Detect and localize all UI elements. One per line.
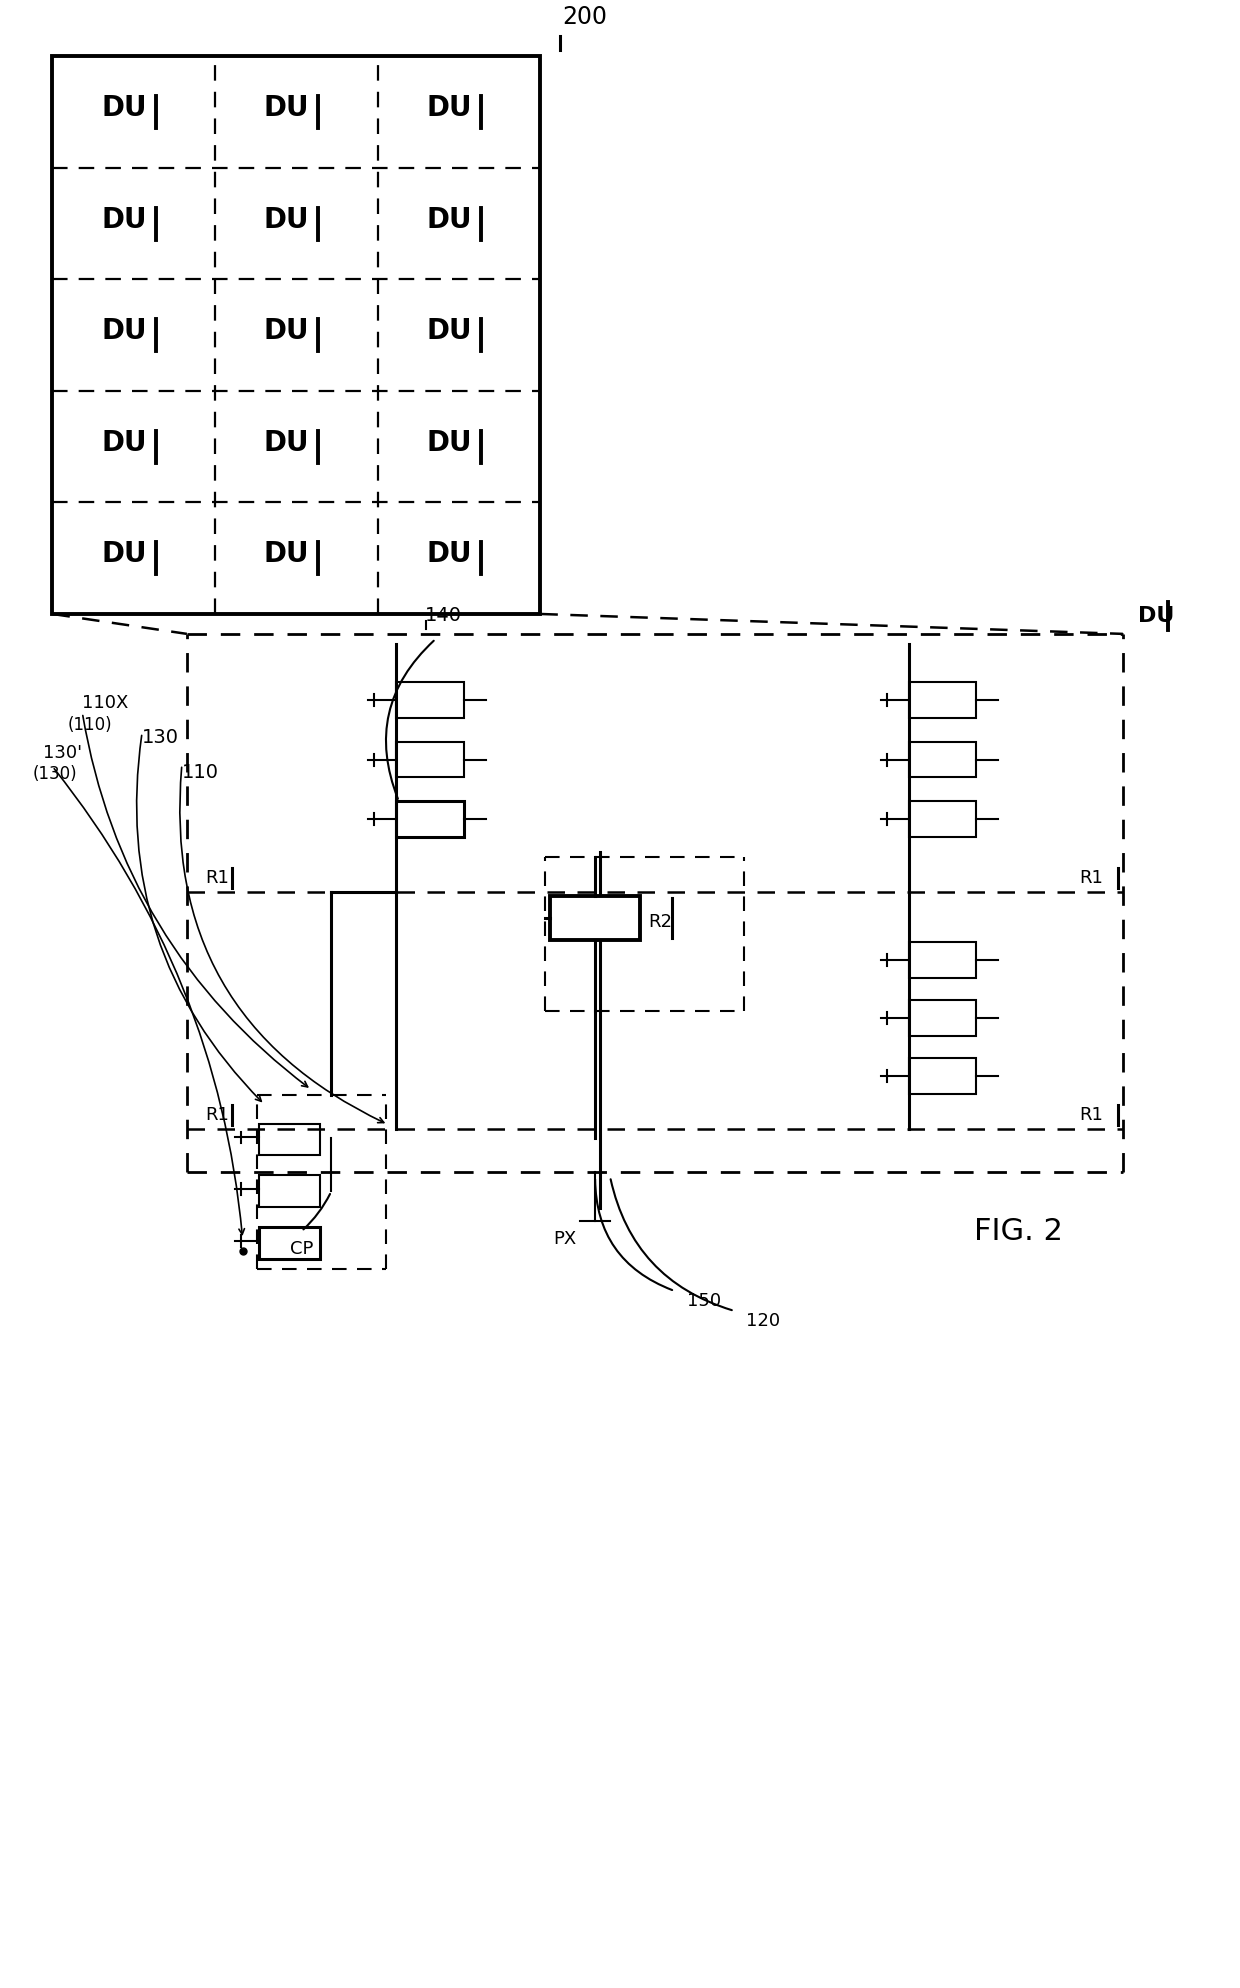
Text: DU: DU <box>427 429 472 457</box>
Text: (110): (110) <box>67 716 112 734</box>
Text: DU: DU <box>264 93 309 121</box>
Text: R1: R1 <box>205 1105 228 1123</box>
Text: DU: DU <box>427 205 472 235</box>
Bar <box>909 742 976 777</box>
Bar <box>909 682 976 718</box>
Text: DU: DU <box>264 205 309 235</box>
Text: DU: DU <box>427 93 472 121</box>
Bar <box>909 942 976 978</box>
Text: 130: 130 <box>143 728 179 747</box>
Text: R1: R1 <box>1079 869 1102 887</box>
Text: DU: DU <box>264 318 309 346</box>
Bar <box>909 1000 976 1036</box>
Text: DU: DU <box>102 429 146 457</box>
Bar <box>259 1175 320 1207</box>
Text: 120: 120 <box>746 1312 780 1330</box>
Bar <box>259 1123 320 1155</box>
Text: DU: DU <box>264 429 309 457</box>
Bar <box>396 682 464 718</box>
Text: R1: R1 <box>205 869 228 887</box>
Bar <box>259 1227 320 1258</box>
Text: DU: DU <box>102 318 146 346</box>
Bar <box>52 56 541 614</box>
Text: 150: 150 <box>687 1292 720 1310</box>
Bar <box>909 1058 976 1093</box>
Text: R2: R2 <box>647 912 672 930</box>
Text: 110X: 110X <box>82 694 129 712</box>
Text: (130): (130) <box>32 765 77 783</box>
Bar <box>551 897 640 940</box>
Text: DU: DU <box>264 541 309 569</box>
Text: DU: DU <box>102 93 146 121</box>
Bar <box>396 742 464 777</box>
Text: CP: CP <box>290 1241 312 1258</box>
Text: DU: DU <box>1138 606 1174 626</box>
Text: 110: 110 <box>182 763 219 781</box>
Bar <box>909 801 976 837</box>
Text: 130': 130' <box>42 744 82 761</box>
Text: DU: DU <box>102 205 146 235</box>
Text: 140: 140 <box>425 606 463 626</box>
Text: DU: DU <box>102 541 146 569</box>
Bar <box>396 801 464 837</box>
Text: PX: PX <box>553 1231 577 1248</box>
Text: DU: DU <box>427 541 472 569</box>
Text: 200: 200 <box>562 4 608 28</box>
Text: FIG. 2: FIG. 2 <box>973 1217 1063 1246</box>
Text: DU: DU <box>427 318 472 346</box>
Text: R1: R1 <box>1079 1105 1102 1123</box>
